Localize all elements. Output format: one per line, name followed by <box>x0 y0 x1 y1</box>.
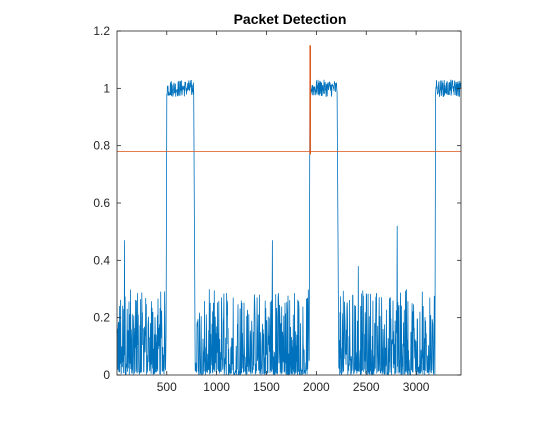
x-tick-label: 500 <box>157 380 177 394</box>
x-tick-label: 1000 <box>203 380 230 394</box>
x-tick-label: 1500 <box>253 380 280 394</box>
y-tick-label: 0.6 <box>93 196 110 210</box>
y-tick-label: 0.4 <box>93 253 110 267</box>
y-tick-label: 0.8 <box>93 139 110 153</box>
x-tick-label: 2000 <box>303 380 330 394</box>
plot-area <box>116 45 462 377</box>
x-tick-label: 3000 <box>403 380 430 394</box>
y-tick-label: 0.2 <box>93 311 110 325</box>
y-tick-label: 0 <box>103 368 110 382</box>
y-tick-label: 1 <box>103 81 110 95</box>
y-tick-label: 1.2 <box>93 24 110 38</box>
axes: 500 1000 1500 2000 2500 3000 0 0.2 0.4 0.6 0.8 1 1.2 <box>93 24 462 394</box>
x-tick-label: 2500 <box>353 380 380 394</box>
series-line-signal <box>116 79 462 377</box>
chart-title: Packet Detection <box>234 11 347 27</box>
